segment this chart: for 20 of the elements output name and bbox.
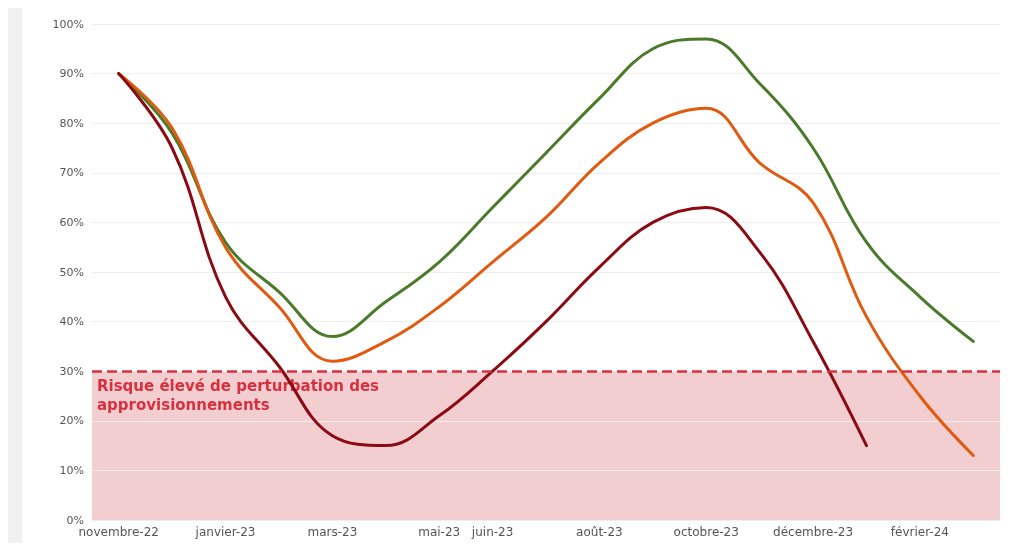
y-tick-label: 20% [59,414,84,428]
x-tick-label: novembre-22 [78,525,159,539]
y-tick-label: 60% [59,215,84,229]
y-tick-label: 10% [59,463,84,477]
y-tick-label: 100% [52,17,84,31]
x-tick-label: février-24 [890,525,949,539]
x-tick-label: août-23 [576,525,623,539]
x-tick-label: octobre-23 [673,525,739,539]
y-tick-label: 90% [59,67,84,81]
y-tick-label: 40% [59,315,84,329]
y-tick-label: 30% [59,364,84,378]
x-tick-label: décembre-23 [773,525,854,539]
x-tick-label: juin-23 [470,525,514,539]
x-tick-label: mars-23 [307,525,358,539]
y-tick-label: 0% [66,513,84,527]
x-tick-label: janvier-23 [194,525,256,539]
y-tick-label: 80% [59,116,84,130]
y-tick-label: 70% [59,166,84,180]
x-tick-label: mai-23 [418,525,461,539]
y-tick-label: 50% [59,265,84,279]
